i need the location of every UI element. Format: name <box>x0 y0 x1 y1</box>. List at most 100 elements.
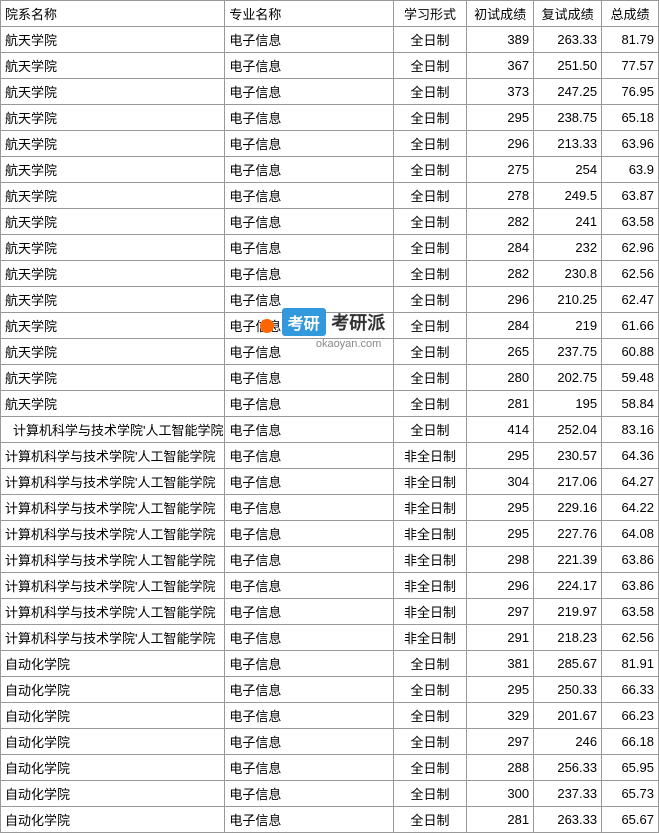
table-row: 航天学院电子信息全日制280202.7559.48 <box>1 365 659 391</box>
cell-mode: 全日制 <box>393 729 466 755</box>
cell-dept: 计算机科学与技术学院'人工智能学院 <box>1 625 225 651</box>
header-mode: 学习形式 <box>393 1 466 27</box>
cell-total: 62.96 <box>602 235 659 261</box>
cell-major: 电子信息 <box>225 469 394 495</box>
cell-total: 64.22 <box>602 495 659 521</box>
cell-dept: 航天学院 <box>1 313 225 339</box>
cell-total: 63.96 <box>602 131 659 157</box>
table-row: 航天学院电子信息全日制295238.7565.18 <box>1 105 659 131</box>
cell-total: 63.9 <box>602 157 659 183</box>
cell-dept: 自动化学院 <box>1 703 225 729</box>
cell-dept: 航天学院 <box>1 53 225 79</box>
cell-score1: 284 <box>467 235 534 261</box>
cell-total: 61.66 <box>602 313 659 339</box>
cell-major: 电子信息 <box>225 391 394 417</box>
cell-major: 电子信息 <box>225 781 394 807</box>
cell-mode: 全日制 <box>393 27 466 53</box>
cell-score2: 210.25 <box>534 287 602 313</box>
cell-total: 63.87 <box>602 183 659 209</box>
cell-score1: 367 <box>467 53 534 79</box>
cell-dept: 自动化学院 <box>1 781 225 807</box>
cell-dept: 航天学院 <box>1 105 225 131</box>
cell-major: 电子信息 <box>225 209 394 235</box>
cell-score1: 284 <box>467 313 534 339</box>
cell-dept: 自动化学院 <box>1 729 225 755</box>
cell-score2: 227.76 <box>534 521 602 547</box>
cell-score1: 295 <box>467 677 534 703</box>
cell-score1: 282 <box>467 209 534 235</box>
table-row: 自动化学院电子信息全日制288256.3365.95 <box>1 755 659 781</box>
cell-mode: 全日制 <box>393 365 466 391</box>
cell-major: 电子信息 <box>225 807 394 833</box>
table-row: 计算机科学与技术学院'人工智能学院电子信息非全日制295227.7664.08 <box>1 521 659 547</box>
header-total: 总成绩 <box>602 1 659 27</box>
cell-major: 电子信息 <box>225 313 394 339</box>
cell-total: 66.33 <box>602 677 659 703</box>
cell-dept: 航天学院 <box>1 157 225 183</box>
cell-score2: 219.97 <box>534 599 602 625</box>
cell-total: 65.67 <box>602 807 659 833</box>
cell-dept: 航天学院 <box>1 365 225 391</box>
cell-score2: 195 <box>534 391 602 417</box>
cell-dept: 计算机科学与技术学院'人工智能学院 <box>1 443 225 469</box>
table-row: 计算机科学与技术学院'人工智能学院电子信息全日制414252.0483.16 <box>1 417 659 443</box>
cell-mode: 全日制 <box>393 183 466 209</box>
cell-total: 64.36 <box>602 443 659 469</box>
table-row: 计算机科学与技术学院'人工智能学院电子信息非全日制297219.9763.58 <box>1 599 659 625</box>
cell-dept: 航天学院 <box>1 339 225 365</box>
cell-dept: 航天学院 <box>1 27 225 53</box>
cell-score1: 414 <box>467 417 534 443</box>
cell-score1: 373 <box>467 79 534 105</box>
table-row: 航天学院电子信息全日制265237.7560.88 <box>1 339 659 365</box>
cell-total: 60.88 <box>602 339 659 365</box>
cell-mode: 全日制 <box>393 209 466 235</box>
cell-score1: 291 <box>467 625 534 651</box>
cell-mode: 非全日制 <box>393 469 466 495</box>
table-row: 航天学院电子信息全日制373247.2576.95 <box>1 79 659 105</box>
cell-mode: 非全日制 <box>393 599 466 625</box>
cell-score2: 201.67 <box>534 703 602 729</box>
cell-score1: 282 <box>467 261 534 287</box>
cell-score1: 278 <box>467 183 534 209</box>
table-header-row: 院系名称 专业名称 学习形式 初试成绩 复试成绩 总成绩 <box>1 1 659 27</box>
cell-mode: 非全日制 <box>393 443 466 469</box>
cell-score1: 298 <box>467 547 534 573</box>
cell-total: 63.58 <box>602 599 659 625</box>
cell-dept: 航天学院 <box>1 79 225 105</box>
cell-score2: 247.25 <box>534 79 602 105</box>
table-row: 自动化学院电子信息全日制281263.3365.67 <box>1 807 659 833</box>
cell-dept: 计算机科学与技术学院'人工智能学院 <box>1 521 225 547</box>
cell-dept: 计算机科学与技术学院'人工智能学院 <box>1 547 225 573</box>
table-row: 自动化学院电子信息全日制329201.6766.23 <box>1 703 659 729</box>
cell-mode: 全日制 <box>393 339 466 365</box>
cell-major: 电子信息 <box>225 677 394 703</box>
cell-score2: 229.16 <box>534 495 602 521</box>
cell-score2: 249.5 <box>534 183 602 209</box>
cell-score2: 218.23 <box>534 625 602 651</box>
cell-total: 58.84 <box>602 391 659 417</box>
table-row: 计算机科学与技术学院'人工智能学院电子信息非全日制295229.1664.22 <box>1 495 659 521</box>
cell-major: 电子信息 <box>225 105 394 131</box>
cell-score2: 263.33 <box>534 27 602 53</box>
cell-mode: 全日制 <box>393 53 466 79</box>
cell-major: 电子信息 <box>225 573 394 599</box>
cell-major: 电子信息 <box>225 53 394 79</box>
cell-mode: 全日制 <box>393 105 466 131</box>
cell-major: 电子信息 <box>225 27 394 53</box>
header-score2: 复试成绩 <box>534 1 602 27</box>
cell-dept: 航天学院 <box>1 235 225 261</box>
table-row: 计算机科学与技术学院'人工智能学院电子信息非全日制291218.2362.56 <box>1 625 659 651</box>
header-dept: 院系名称 <box>1 1 225 27</box>
cell-dept: 计算机科学与技术学院'人工智能学院 <box>1 469 225 495</box>
cell-major: 电子信息 <box>225 729 394 755</box>
cell-dept: 航天学院 <box>1 131 225 157</box>
cell-dept: 计算机科学与技术学院'人工智能学院 <box>1 495 225 521</box>
header-major: 专业名称 <box>225 1 394 27</box>
cell-score1: 265 <box>467 339 534 365</box>
cell-score1: 295 <box>467 495 534 521</box>
cell-mode: 全日制 <box>393 703 466 729</box>
table-row: 航天学院电子信息全日制28421961.66 <box>1 313 659 339</box>
cell-major: 电子信息 <box>225 651 394 677</box>
cell-total: 81.91 <box>602 651 659 677</box>
cell-score2: 224.17 <box>534 573 602 599</box>
